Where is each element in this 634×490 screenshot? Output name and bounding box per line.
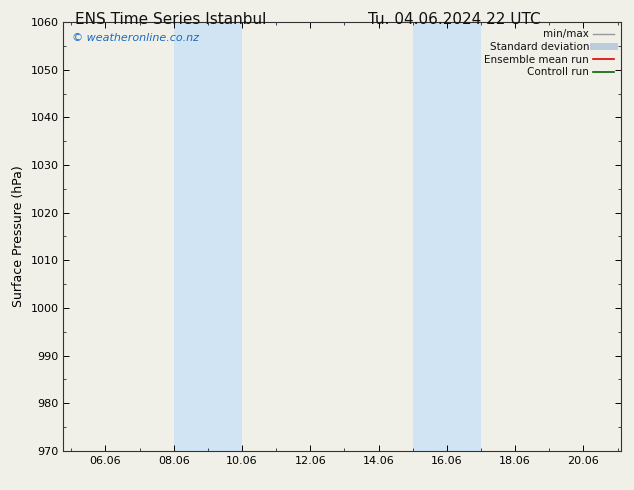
Bar [174, 22, 242, 451]
Bar [413, 22, 481, 451]
Text: ENS Time Series Istanbul: ENS Time Series Istanbul [75, 12, 266, 27]
Legend: min/max, Standard deviation, Ensemble mean run, Controll run: min/max, Standard deviation, Ensemble me… [482, 27, 616, 79]
Text: © weatheronline.co.nz: © weatheronline.co.nz [72, 33, 199, 43]
Text: Tu. 04.06.2024 22 UTC: Tu. 04.06.2024 22 UTC [368, 12, 540, 27]
Y-axis label: Surface Pressure (hPa): Surface Pressure (hPa) [12, 166, 25, 307]
